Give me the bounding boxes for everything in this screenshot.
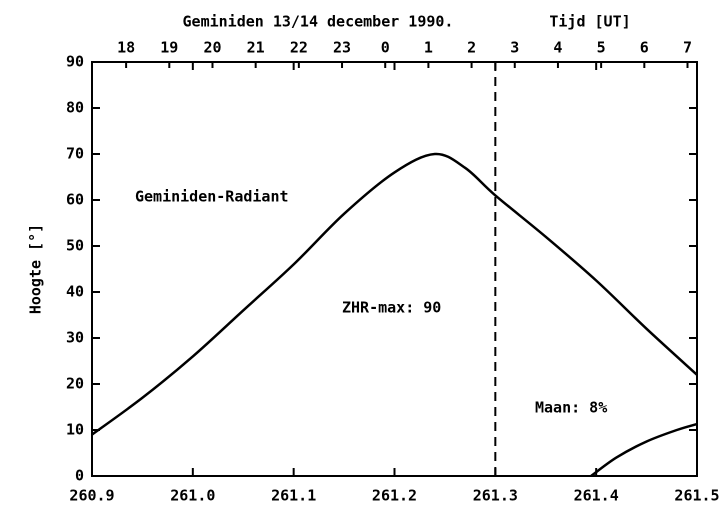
x2-tick-label: 2 <box>467 39 476 57</box>
chart-title: Geminiden 13/14 december 1990. <box>183 13 454 31</box>
x2-tick-label: 23 <box>333 39 351 57</box>
x2-tick-label: 1 <box>424 39 433 57</box>
x2-tick-label: 0 <box>381 39 390 57</box>
series-line <box>91 152 698 436</box>
y-tick-label: 60 <box>66 191 84 209</box>
y-tick-label: 30 <box>66 329 84 347</box>
x-tick-label: 261.1 <box>271 487 316 505</box>
y-tick-label: 70 <box>66 145 84 163</box>
x2-tick-label: 3 <box>510 39 519 57</box>
y-tick-label: 0 <box>75 467 84 485</box>
x2-tick-label: 20 <box>203 39 221 57</box>
y-tick-label: 90 <box>66 53 84 71</box>
x-tick-label: 261.2 <box>372 487 417 505</box>
series-label: Geminiden-Radiant <box>135 188 289 206</box>
x2-tick-label: 5 <box>597 39 606 57</box>
x-tick-label: 261.5 <box>674 487 719 505</box>
x2-tick-label: 6 <box>640 39 649 57</box>
x-tick-label: 260.9 <box>69 487 114 505</box>
annotation: Maan: 8% <box>535 399 607 417</box>
x2-tick-label: 21 <box>247 39 265 57</box>
y-axis-label: Hoogte [°] <box>27 224 45 314</box>
x-tick-label: 261.4 <box>574 487 619 505</box>
x2-tick-label: 18 <box>117 39 135 57</box>
annotation: ZHR-max: 90 <box>342 299 441 317</box>
x-tick-label: 261.3 <box>473 487 518 505</box>
y-tick-label: 50 <box>66 237 84 255</box>
y-tick-label: 40 <box>66 283 84 301</box>
x-tick-label: 261.0 <box>170 487 215 505</box>
x2-tick-label: 4 <box>553 39 562 57</box>
x2-tick-label: 19 <box>160 39 178 57</box>
x2-tick-label: 22 <box>290 39 308 57</box>
series-line <box>590 422 698 478</box>
y-tick-label: 20 <box>66 375 84 393</box>
y-tick-label: 10 <box>66 421 84 439</box>
x2-tick-label: 7 <box>683 39 692 57</box>
y-tick-label: 80 <box>66 99 84 117</box>
x2-axis-label: Tijd [UT] <box>549 13 630 31</box>
